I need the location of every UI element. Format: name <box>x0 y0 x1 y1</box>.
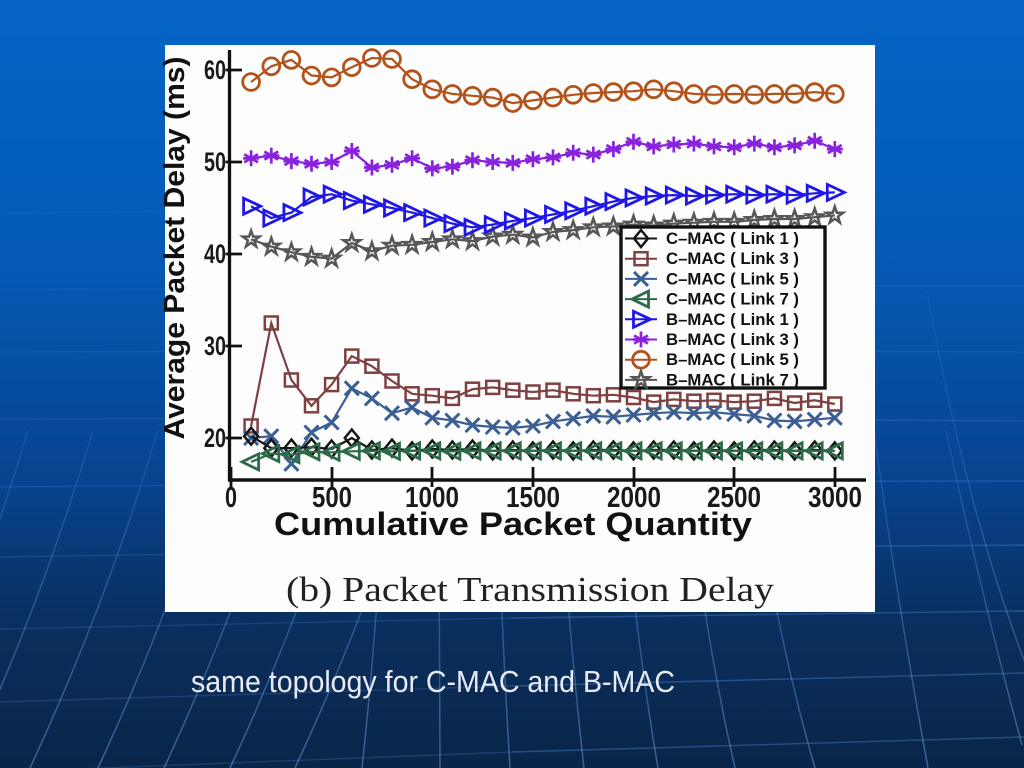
svg-text:0: 0 <box>225 482 237 514</box>
svg-text:50: 50 <box>204 147 226 177</box>
svg-text:B–MAC ( Link 1 ): B–MAC ( Link 1 ) <box>666 310 799 329</box>
svg-text:B–MAC ( Link 7 ): B–MAC ( Link 7 ) <box>666 370 799 389</box>
svg-text:20: 20 <box>204 423 226 453</box>
svg-text:1500: 1500 <box>506 482 560 514</box>
svg-text:500: 500 <box>312 482 352 514</box>
svg-text:Average Packet Delay (ms): Average Packet Delay (ms) <box>159 57 191 440</box>
svg-text:same topology for C-MAC and B-: same topology for C-MAC and B-MAC <box>191 664 675 699</box>
svg-text:B–MAC ( Link 5 ): B–MAC ( Link 5 ) <box>666 350 799 369</box>
svg-text:3000: 3000 <box>808 482 862 514</box>
svg-text:C–MAC ( Link 5 ): C–MAC ( Link 5 ) <box>666 269 799 288</box>
svg-text:B–MAC ( Link 3 ): B–MAC ( Link 3 ) <box>666 330 799 349</box>
svg-text:C–MAC ( Link 7 ): C–MAC ( Link 7 ) <box>666 290 799 309</box>
svg-text:Cumulative Packet Quantity: Cumulative Packet Quantity <box>274 506 752 542</box>
svg-text:1000: 1000 <box>405 482 459 514</box>
svg-text:(b) Packet Transmission Delay: (b) Packet Transmission Delay <box>286 570 775 609</box>
svg-text:C–MAC ( Link 1 ): C–MAC ( Link 1 ) <box>666 229 799 248</box>
svg-text:2000: 2000 <box>607 482 661 514</box>
svg-text:2500: 2500 <box>707 482 761 514</box>
svg-text:60: 60 <box>204 55 226 85</box>
svg-text:40: 40 <box>204 239 226 269</box>
svg-text:C–MAC ( Link 3 ): C–MAC ( Link 3 ) <box>666 249 799 268</box>
svg-text:30: 30 <box>204 331 226 361</box>
